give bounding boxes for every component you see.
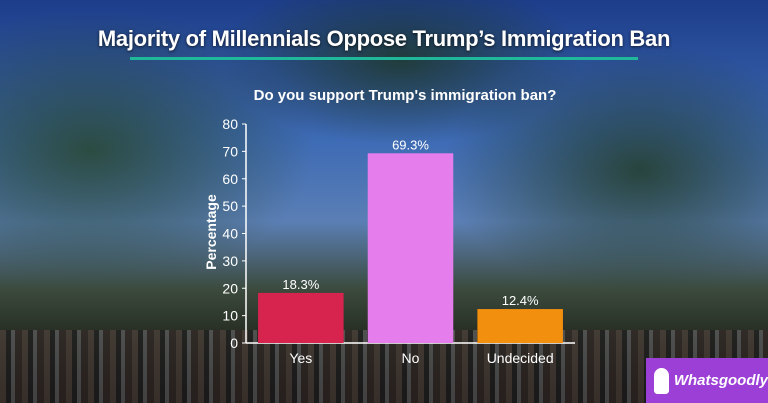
title-underline — [130, 57, 638, 60]
bar-data-label: 18.3% — [282, 277, 319, 292]
bar-undecided — [477, 309, 563, 343]
y-tick-label: 10 — [222, 308, 238, 324]
y-tick-label: 0 — [230, 335, 238, 351]
y-tick-label: 50 — [222, 198, 238, 214]
x-tick-label: Undecided — [487, 350, 554, 366]
y-tick-label: 20 — [222, 280, 238, 296]
y-tick-label: 30 — [222, 253, 238, 269]
y-axis-label: Percentage — [203, 194, 219, 270]
y-tick-label: 70 — [222, 143, 238, 159]
chart-title: Do you support Trump's immigration ban? — [254, 87, 557, 104]
bar-data-label: 69.3% — [392, 137, 429, 152]
x-tick-label: Yes — [289, 350, 312, 366]
bar-no — [367, 153, 454, 343]
y-tick-label: 40 — [222, 226, 238, 242]
brand-badge: Whatsgoodly — [646, 358, 768, 403]
brand-name: Whatsgoodly — [673, 372, 768, 389]
bar-yes — [258, 292, 344, 343]
bar-data-label: 12.4% — [502, 293, 539, 308]
y-tick-label: 80 — [222, 116, 238, 132]
whatsgoodly-logo-icon — [654, 367, 669, 394]
page-title: Majority of Millennials Oppose Trump’s I… — [97, 26, 671, 51]
x-tick-label: No — [402, 350, 420, 366]
y-tick-label: 60 — [222, 171, 238, 187]
